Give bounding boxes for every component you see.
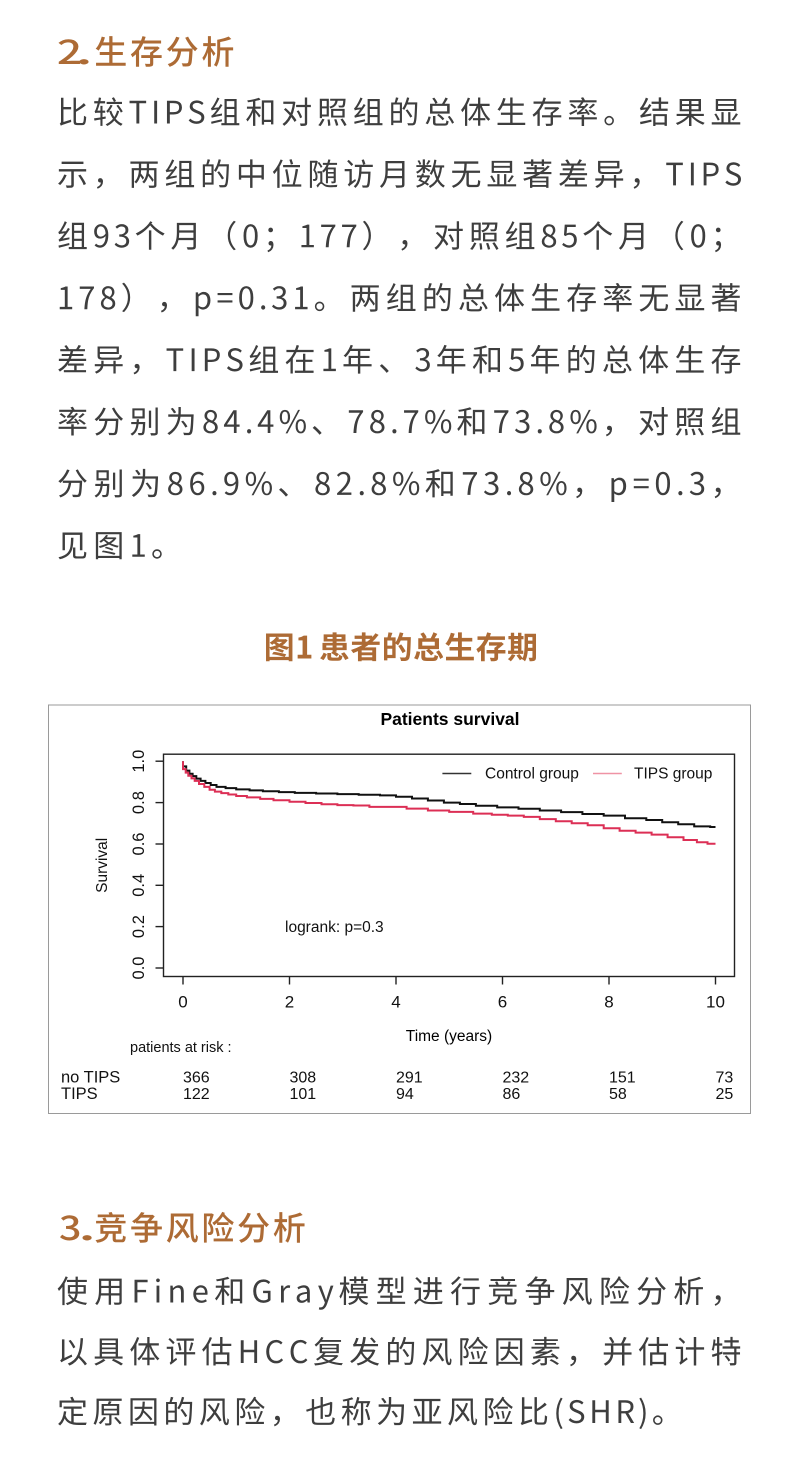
svg-text:TIPS: TIPS [61,1085,98,1103]
svg-text:73: 73 [716,1070,734,1087]
svg-text:291: 291 [396,1070,423,1087]
svg-text:8: 8 [604,993,613,1012]
svg-text:366: 366 [183,1070,210,1087]
svg-text:58: 58 [609,1086,627,1103]
svg-text:122: 122 [183,1086,210,1103]
svg-text:101: 101 [290,1086,317,1103]
svg-text:logrank: p=0.3: logrank: p=0.3 [285,919,384,936]
svg-text:Patients survival: Patients survival [380,709,519,729]
svg-text:0.4: 0.4 [130,874,148,897]
svg-text:no TIPS: no TIPS [61,1069,120,1087]
svg-text:151: 151 [609,1070,636,1087]
svg-text:232: 232 [503,1070,530,1087]
svg-text:0.2: 0.2 [130,915,148,938]
svg-text:2: 2 [285,993,294,1012]
svg-text:Control group: Control group [485,766,579,783]
svg-text:0.6: 0.6 [130,833,148,856]
svg-text:0.0: 0.0 [130,957,148,980]
svg-text:308: 308 [290,1070,317,1087]
svg-text:94: 94 [396,1086,414,1103]
svg-text:Time (years): Time (years) [406,1028,492,1045]
svg-text:25: 25 [716,1086,734,1103]
svg-text:0: 0 [178,993,187,1012]
svg-text:6: 6 [498,993,507,1012]
svg-text:0.8: 0.8 [130,791,148,814]
svg-text:TIPS group: TIPS group [634,766,712,783]
svg-text:patients at risk :: patients at risk : [130,1040,232,1056]
svg-text:Survival: Survival [94,838,111,893]
svg-text:1.0: 1.0 [130,750,148,773]
svg-text:86: 86 [503,1086,521,1103]
svg-text:4: 4 [391,993,400,1012]
svg-text:10: 10 [706,993,725,1012]
